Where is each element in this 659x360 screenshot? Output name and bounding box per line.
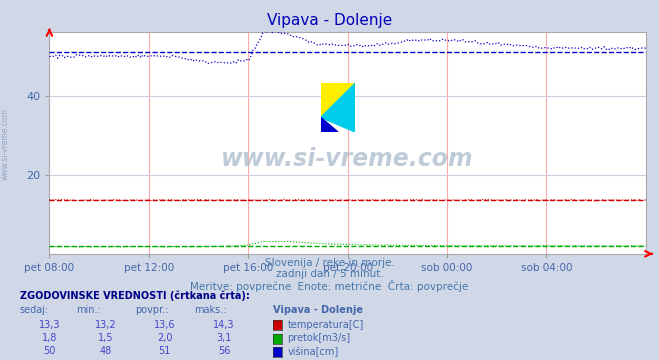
Text: 50: 50	[43, 346, 55, 356]
Text: min.:: min.:	[76, 305, 101, 315]
Text: Slovenija / reke in morje.: Slovenija / reke in morje.	[264, 258, 395, 269]
Text: sedaj:: sedaj:	[20, 305, 49, 315]
Text: zadnji dan / 5 minut.: zadnji dan / 5 minut.	[275, 269, 384, 279]
Text: Meritve: povprečne  Enote: metrične  Črta: povprečje: Meritve: povprečne Enote: metrične Črta:…	[190, 280, 469, 292]
Text: 1,5: 1,5	[98, 333, 113, 343]
Text: Vipava - Dolenje: Vipava - Dolenje	[273, 305, 364, 315]
Polygon shape	[321, 83, 355, 117]
Text: 2,0: 2,0	[157, 333, 173, 343]
Text: ZGODOVINSKE VREDNOSTI (črtkana črta):: ZGODOVINSKE VREDNOSTI (črtkana črta):	[20, 291, 250, 301]
Text: 13,6: 13,6	[154, 320, 175, 330]
Text: www.si-vreme.com: www.si-vreme.com	[1, 108, 10, 180]
Text: 56: 56	[218, 346, 230, 356]
Polygon shape	[321, 83, 355, 132]
Text: Vipava - Dolenje: Vipava - Dolenje	[267, 13, 392, 28]
Text: 13,3: 13,3	[39, 320, 60, 330]
Text: 48: 48	[100, 346, 111, 356]
Text: 13,2: 13,2	[95, 320, 116, 330]
Text: temperatura[C]: temperatura[C]	[287, 320, 364, 330]
Text: 1,8: 1,8	[42, 333, 57, 343]
Text: pretok[m3/s]: pretok[m3/s]	[287, 333, 351, 343]
Text: www.si-vreme.com: www.si-vreme.com	[221, 147, 474, 171]
Text: višina[cm]: višina[cm]	[287, 346, 339, 357]
Text: maks.:: maks.:	[194, 305, 227, 315]
Polygon shape	[321, 117, 338, 132]
Text: 3,1: 3,1	[216, 333, 232, 343]
Text: 14,3: 14,3	[214, 320, 235, 330]
Text: povpr.:: povpr.:	[135, 305, 169, 315]
Text: 51: 51	[159, 346, 171, 356]
